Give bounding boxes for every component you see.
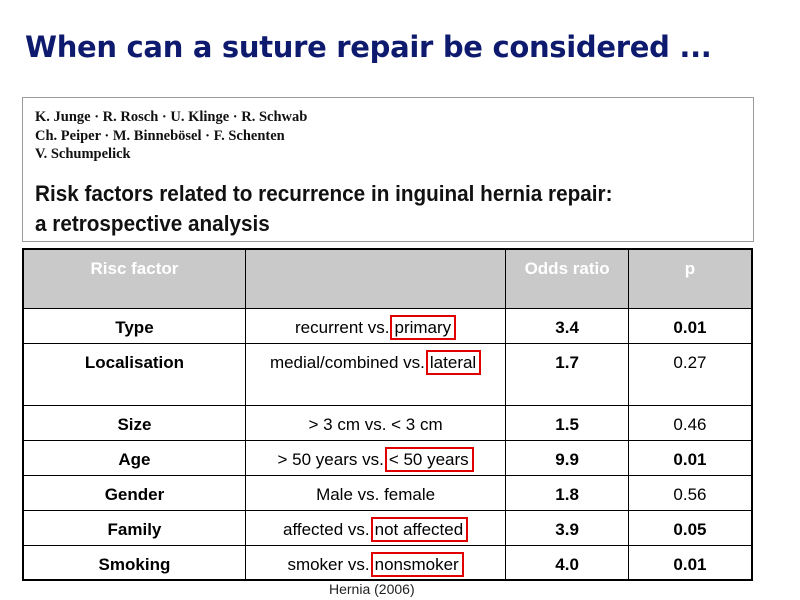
source-citation: Hernia (2006): [329, 581, 415, 597]
table-row: Localisation medial/combined vs. lateral 1.…: [22, 342, 753, 406]
header-comparison: [244, 248, 507, 309]
comparison-text: smoker vs.: [287, 554, 370, 574]
comparison-text: Male vs. female: [316, 484, 436, 504]
reference-highlight: lateral: [425, 349, 482, 375]
reference-highlight: primary: [390, 314, 457, 340]
comparison-cell: affected vs. not affected: [244, 509, 507, 546]
paper-title-line: Risk factors related to recurrence in in…: [35, 180, 613, 206]
odds-ratio-cell: 9.9: [505, 439, 629, 476]
reference-highlight: not affected: [370, 516, 469, 542]
citation-box: K. Junge · R. Rosch · U. Klinge · R. Sch…: [22, 97, 754, 242]
authors-line: V. Schumpelick: [35, 146, 131, 162]
odds-ratio-cell: 4.0: [505, 544, 629, 581]
table-row: Type recurrent vs. primary 3.4 0.01: [22, 307, 753, 344]
table-row: Smoking smoker vs. nonsmoker 4.0 0.01: [22, 544, 753, 581]
p-value-cell: 0.05: [627, 509, 753, 546]
risk-factor-cell: Smoking: [22, 544, 246, 581]
comparison-text: recurrent vs.: [295, 317, 390, 337]
p-value-cell: 0.01: [627, 307, 753, 344]
risk-factor-cell: Localisation: [22, 342, 246, 406]
header-odds-ratio: Odds ratio: [505, 248, 629, 309]
risk-factor-cell: Type: [22, 307, 246, 344]
p-value-cell: 0.27: [627, 342, 753, 406]
p-value-cell: 0.01: [627, 544, 753, 581]
comparison-text: > 50 years vs.: [277, 449, 384, 469]
odds-ratio-cell: 3.4: [505, 307, 629, 344]
comparison-cell: > 50 years vs. < 50 years: [244, 439, 507, 476]
reference-highlight: < 50 years: [384, 446, 474, 472]
risk-factor-cell: Family: [22, 509, 246, 546]
table-row: Age > 50 years vs. < 50 years 9.9 0.01: [22, 439, 753, 476]
p-value-cell: 0.46: [627, 404, 753, 441]
table-row: Gender Male vs. female 1.8 0.56: [22, 474, 753, 511]
risk-factor-cell: Gender: [22, 474, 246, 511]
table-row: Size > 3 cm vs. < 3 cm 1.5 0.46: [22, 404, 753, 441]
comparison-cell: recurrent vs. primary: [244, 307, 507, 344]
table-header-row: Risc factor Odds ratio p: [22, 248, 753, 309]
comparison-text: > 3 cm vs. < 3 cm: [308, 414, 443, 434]
comparison-cell: Male vs. female: [244, 474, 507, 511]
risk-factor-cell: Age: [22, 439, 246, 476]
reference-highlight: nonsmoker: [370, 551, 464, 577]
authors-line: Ch. Peiper · M. Binnebösel · F. Schenten: [35, 127, 285, 144]
risk-factor-cell: Size: [22, 404, 246, 441]
table-body: Type recurrent vs. primary 3.4 0.01 Localisat…: [22, 307, 753, 581]
odds-ratio-cell: 1.7: [505, 342, 629, 406]
paper-title-line: a retrospective analysis: [35, 210, 270, 236]
table-row: Family affected vs. not affected 3.9 0.05: [22, 509, 753, 546]
comparison-cell: > 3 cm vs. < 3 cm: [244, 404, 507, 441]
authors-line: K. Junge · R. Rosch · U. Klinge · R. Sch…: [35, 109, 308, 125]
comparison-cell: smoker vs. nonsmoker: [244, 544, 507, 581]
header-p-value: p: [627, 248, 753, 309]
p-value-cell: 0.01: [627, 439, 753, 476]
comparison-text: affected vs.: [282, 519, 370, 539]
p-value-cell: 0.56: [627, 474, 753, 511]
comparison-cell: medial/combined vs. lateral: [244, 342, 507, 406]
odds-ratio-cell: 3.9: [505, 509, 629, 546]
odds-ratio-cell: 1.5: [505, 404, 629, 441]
risk-factor-table: Risc factor Odds ratio p Type recurrent v…: [22, 248, 753, 581]
header-risk-factor: Risc factor: [22, 248, 246, 309]
slide-title: When can a suture repair be considered .…: [25, 30, 712, 64]
odds-ratio-cell: 1.8: [505, 474, 629, 511]
comparison-text: medial/combined vs.: [269, 352, 425, 372]
